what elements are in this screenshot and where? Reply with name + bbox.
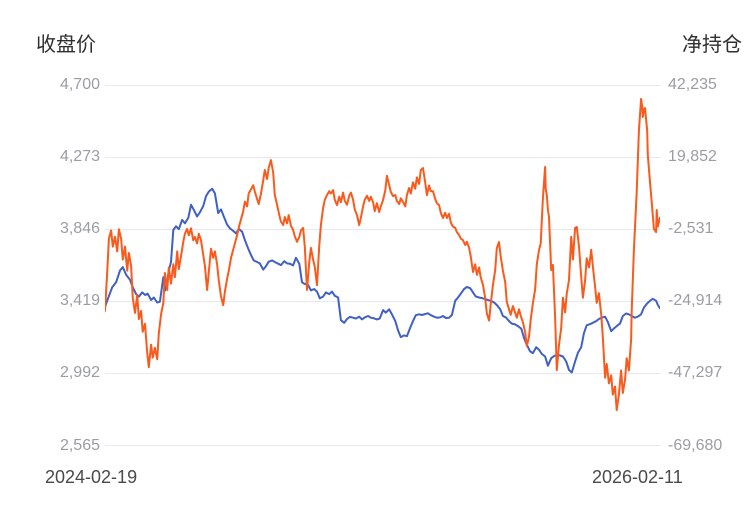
right-axis-tick: -69,680	[668, 437, 723, 454]
series-line-right	[105, 97, 660, 411]
x-axis-end-date: 2026-02-11	[592, 467, 683, 487]
left-axis-tick: 2,565	[59, 437, 100, 454]
right-axis-tick: -2,531	[668, 220, 714, 237]
right-axis-tick: 19,852	[668, 148, 717, 165]
series-line-left	[105, 187, 660, 374]
plot-lines	[105, 97, 660, 411]
x-axis-start-date: 2024-02-19	[45, 467, 138, 487]
gridline	[105, 301, 660, 302]
gridline	[105, 85, 660, 86]
right-axis-tick: -24,914	[668, 292, 723, 309]
left-axis-tick: 4,273	[59, 148, 100, 165]
left-axis-tick: 4,700	[59, 76, 100, 93]
gridline	[105, 373, 660, 374]
gridline	[105, 157, 660, 158]
left-axis-title: 收盘价	[36, 34, 96, 56]
right-axis-tick: 42,235	[668, 76, 717, 93]
gridline	[105, 229, 660, 230]
left-axis-tick: 3,846	[59, 220, 100, 237]
left-axis-tick: 3,419	[59, 292, 100, 309]
right-axis-title: 净持仓	[682, 34, 742, 56]
left-axis-tick: 2,992	[59, 364, 100, 381]
gridline	[105, 445, 660, 446]
right-axis-tick: -47,297	[668, 364, 723, 381]
